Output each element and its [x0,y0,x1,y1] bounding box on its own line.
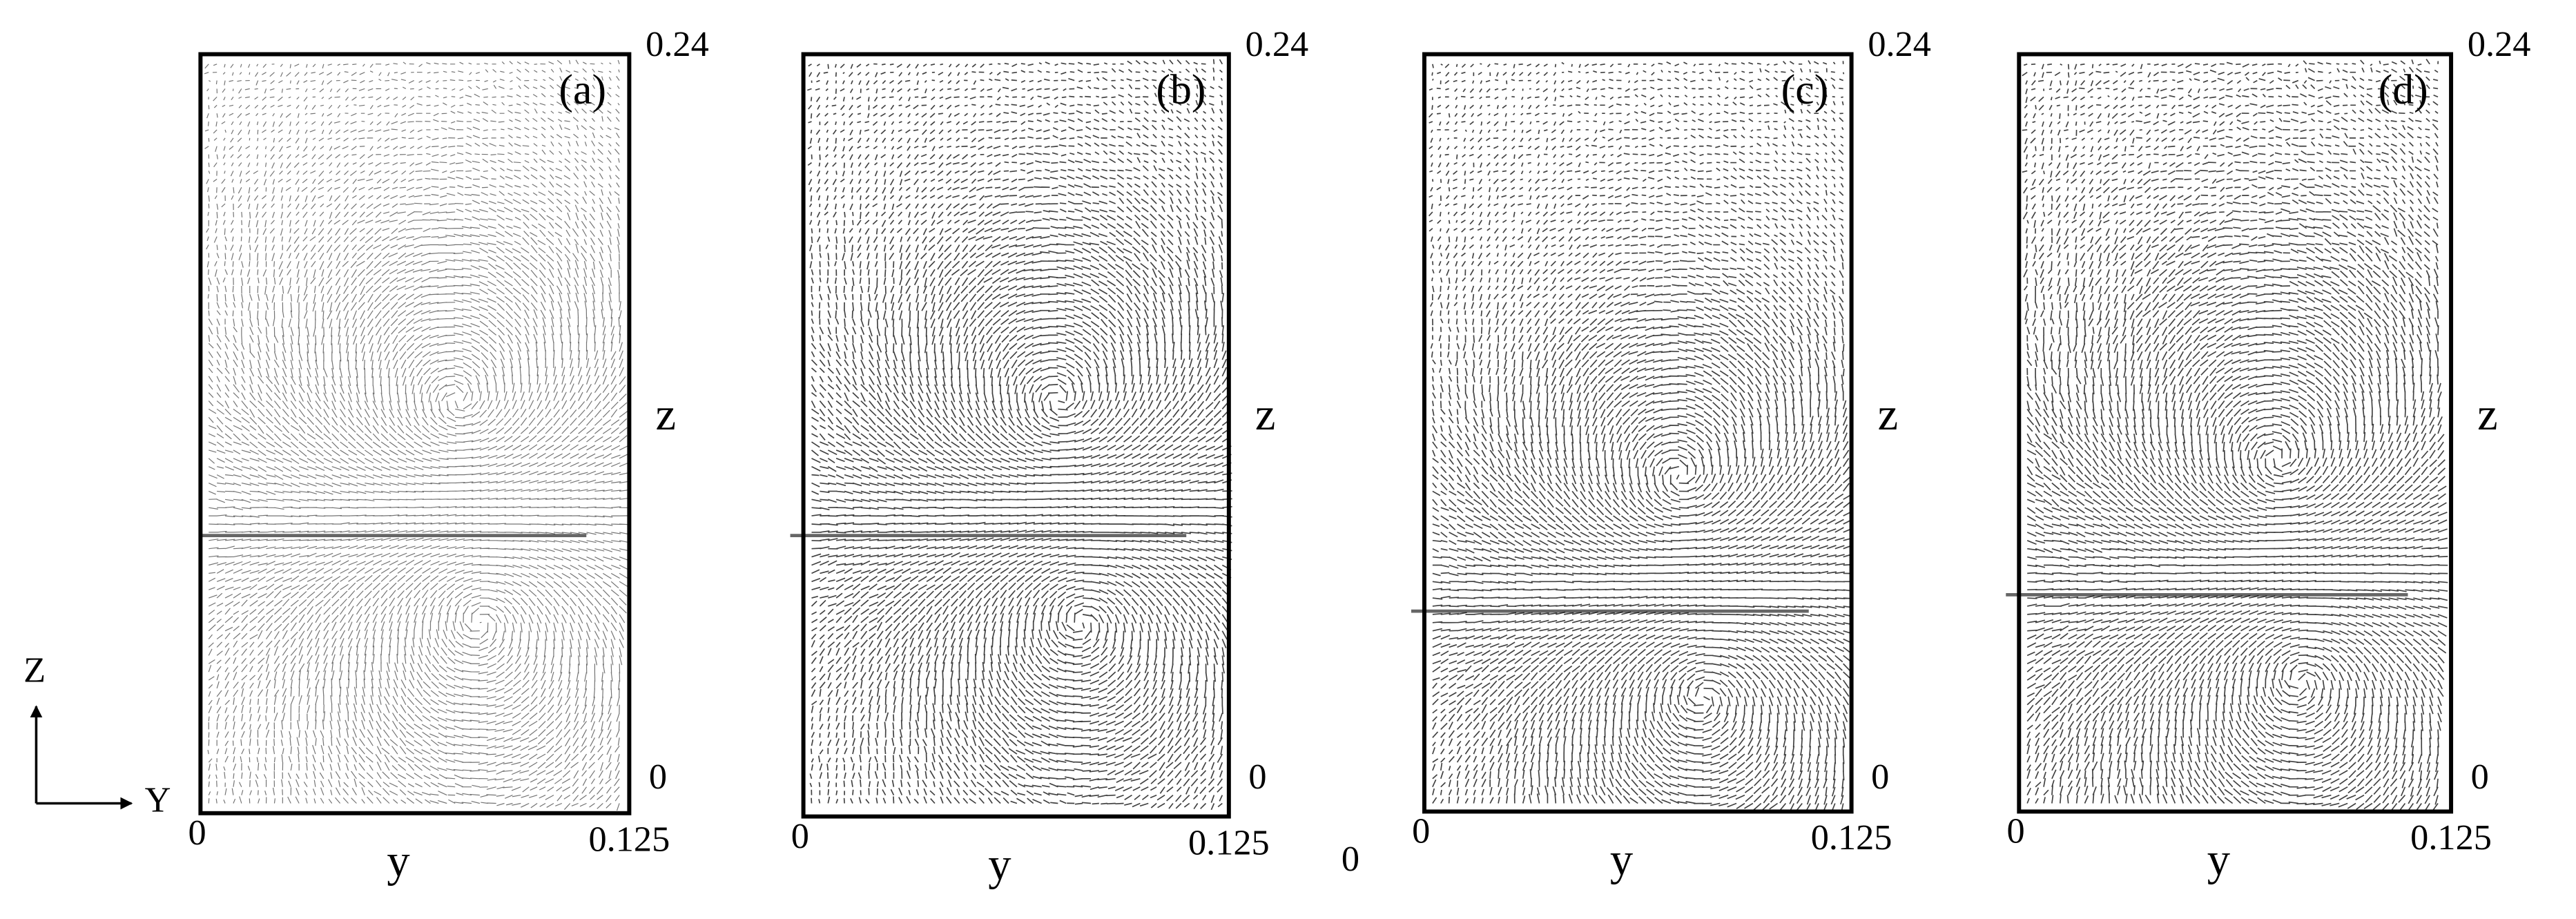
y-min-label: 0 [2006,811,2024,851]
vector-field [807,59,1232,811]
z-min-label: 0 [2471,757,2489,797]
panel-label: (c) [1781,66,1829,113]
panel-frame [1422,52,1854,814]
z-axis-label: z [1878,389,1899,440]
panel: (c) 0.24 z 0 0 0.125 y [1411,24,1931,885]
panel: (b) 0.24 z 0 0 0.125 y [790,24,1309,890]
vector-field [1429,60,1854,813]
panel: (a) 0.24 z 0 0 0.125 y [188,24,709,887]
vector-field [2022,59,2448,813]
y-min-label: 0 [1412,811,1430,851]
panel-label: (b) [1156,66,1205,113]
y-min-label: 0 [791,816,809,856]
z-min-label: 0 [1871,757,1889,797]
y-axis-label: y [2207,835,2231,885]
axes-indicator: Z Y [23,650,171,820]
z-min-label: 0 [1248,757,1266,797]
panel-frame [2017,52,2454,814]
y-max-label: 0.125 [1811,818,1892,858]
panel-frame [198,52,632,815]
z-axis-label: z [655,389,676,440]
y-axis-label: y [1610,835,1634,885]
y-axis-label: y [387,836,410,887]
z-max-label: 0.24 [2468,24,2531,64]
z-max-label: 0.24 [1246,24,1309,64]
y-min-label: 0 [188,813,206,853]
z-max-label: 0.24 [646,24,709,64]
z-indicator-label: Z [23,650,46,690]
panel-label: (a) [559,66,606,113]
y-indicator-label: Y [145,780,171,820]
z-max-label: 0.24 [1868,24,1931,64]
panel-frame [801,52,1231,819]
panel-label: (d) [2379,66,2428,113]
vector-field [204,59,630,811]
y-max-label: 0.125 [1188,822,1270,862]
stray-label: 0 [1342,839,1359,879]
z-axis-label: z [1255,389,1276,440]
z-axis-label: z [2477,389,2498,440]
y-axis-label: y [988,840,1011,890]
z-min-label: 0 [649,757,667,797]
y-max-label: 0.125 [589,820,670,860]
panel: (d) 0.24 z 0 0 0.125 y [2006,24,2530,885]
y-max-label: 0.125 [2410,818,2492,858]
